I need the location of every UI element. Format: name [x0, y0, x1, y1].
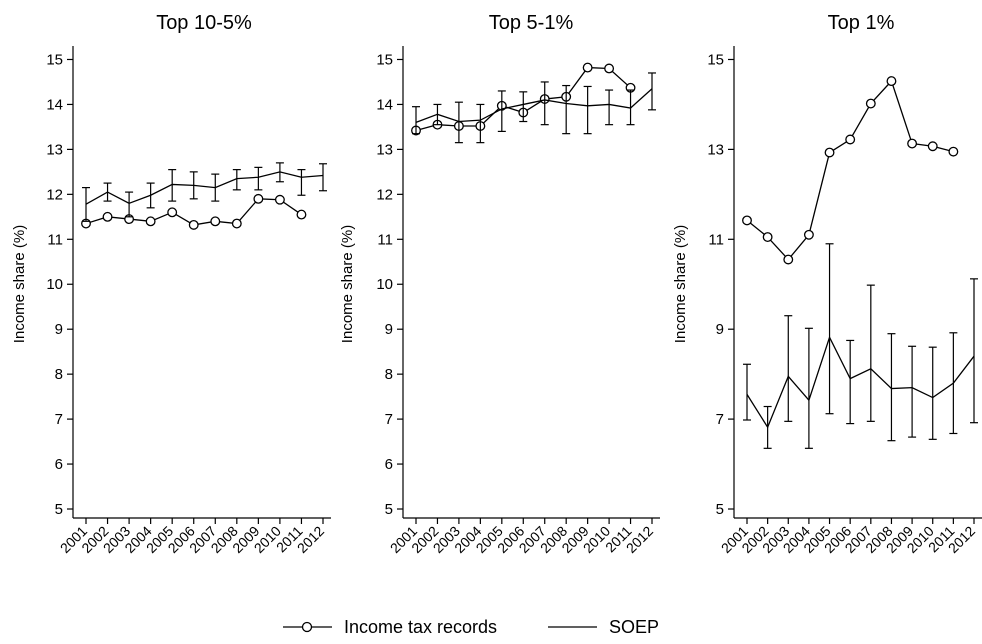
series-line-soep — [746, 335, 975, 429]
y-tick-label: 6 — [385, 456, 393, 473]
series-line-soep — [85, 171, 324, 205]
y-tick-label: 9 — [716, 321, 724, 338]
y-tick-label: 5 — [385, 501, 393, 518]
y-tick-label: 13 — [376, 141, 393, 158]
series-line-income-tax-records — [746, 79, 954, 261]
panel-title: Top 5-1% — [489, 12, 574, 34]
data-point-income-tax-records — [145, 216, 156, 227]
data-point-income-tax-records — [886, 76, 897, 87]
y-tick-label: 11 — [708, 231, 724, 248]
plot-area: 5678910111213141520012002200320042005200… — [46, 46, 331, 556]
data-point-income-tax-records — [783, 254, 794, 265]
y-axis-label: Income share (%) — [672, 225, 689, 343]
data-point-income-tax-records — [210, 216, 221, 227]
y-tick-label: 5 — [716, 501, 724, 518]
y-tick-label: 15 — [46, 51, 63, 68]
data-point-income-tax-records — [742, 215, 752, 226]
y-tick-label: 7 — [716, 411, 724, 428]
y-axis-label: Income share (%) — [339, 225, 356, 343]
data-point-income-tax-records — [803, 229, 814, 240]
panel-title: Top 1% — [828, 12, 895, 34]
y-tick-label: 14 — [46, 96, 63, 113]
data-point-income-tax-records — [824, 147, 835, 158]
data-point-income-tax-records — [762, 232, 773, 242]
data-point-income-tax-records — [582, 62, 593, 73]
legend: Income tax records SOEP — [283, 617, 659, 637]
data-point-income-tax-records — [231, 218, 242, 229]
y-tick-label: 8 — [55, 366, 63, 383]
y-tick-label: 11 — [47, 231, 63, 248]
legend-label-income-tax: Income tax records — [344, 617, 497, 637]
data-point-income-tax-records — [845, 134, 856, 145]
legend-marker-circle — [301, 621, 313, 633]
data-point-income-tax-records — [927, 141, 938, 152]
y-tick-label: 15 — [376, 51, 393, 68]
data-point-income-tax-records — [167, 207, 178, 218]
data-point-income-tax-records — [274, 194, 285, 205]
series-line-soep — [415, 88, 653, 124]
data-point-income-tax-records — [102, 211, 113, 222]
data-point-income-tax-records — [296, 209, 307, 220]
y-tick-label: 13 — [707, 141, 724, 158]
y-tick-label: 12 — [376, 186, 393, 203]
y-tick-label: 9 — [55, 321, 63, 338]
y-axis-label: Income share (%) — [11, 225, 28, 343]
plot-area: 5678910111213141520012002200320042005200… — [376, 46, 660, 556]
panel-title: Top 10-5% — [156, 12, 252, 34]
plot-area: 5791113152001200220032004200520062007200… — [707, 46, 982, 556]
y-tick-label: 12 — [46, 186, 63, 203]
y-tick-label: 5 — [55, 501, 63, 518]
y-tick-label: 10 — [46, 276, 63, 293]
y-tick-label: 14 — [376, 96, 393, 113]
y-tick-label: 8 — [385, 366, 393, 383]
data-point-income-tax-records — [907, 138, 918, 149]
panel-top-1: Top 1% Income share (%) 5791113152001200… — [672, 12, 982, 556]
data-point-income-tax-records — [948, 146, 959, 157]
y-tick-label: 10 — [376, 276, 393, 293]
data-point-income-tax-records — [188, 219, 199, 230]
data-point-income-tax-records — [604, 63, 615, 74]
panel-top-5-1: Top 5-1% Income share (%) 5 6 7 8 9 10 11 12 13 1… — [339, 12, 660, 556]
panel-top-10-5: Top 10-5% Income share (%) 5 6 7 8 9 10 11 12 13… — [11, 12, 331, 556]
y-tick-label: 7 — [385, 411, 393, 428]
y-tick-label: 7 — [55, 411, 63, 428]
data-point-income-tax-records — [865, 98, 876, 109]
y-tick-label: 6 — [55, 456, 63, 473]
data-point-income-tax-records — [253, 193, 264, 204]
y-tick-label: 9 — [385, 321, 393, 338]
legend-label-soep: SOEP — [609, 617, 659, 637]
y-tick-label: 13 — [46, 141, 63, 158]
y-tick-label: 15 — [707, 51, 724, 68]
y-tick-label: 11 — [377, 231, 393, 248]
